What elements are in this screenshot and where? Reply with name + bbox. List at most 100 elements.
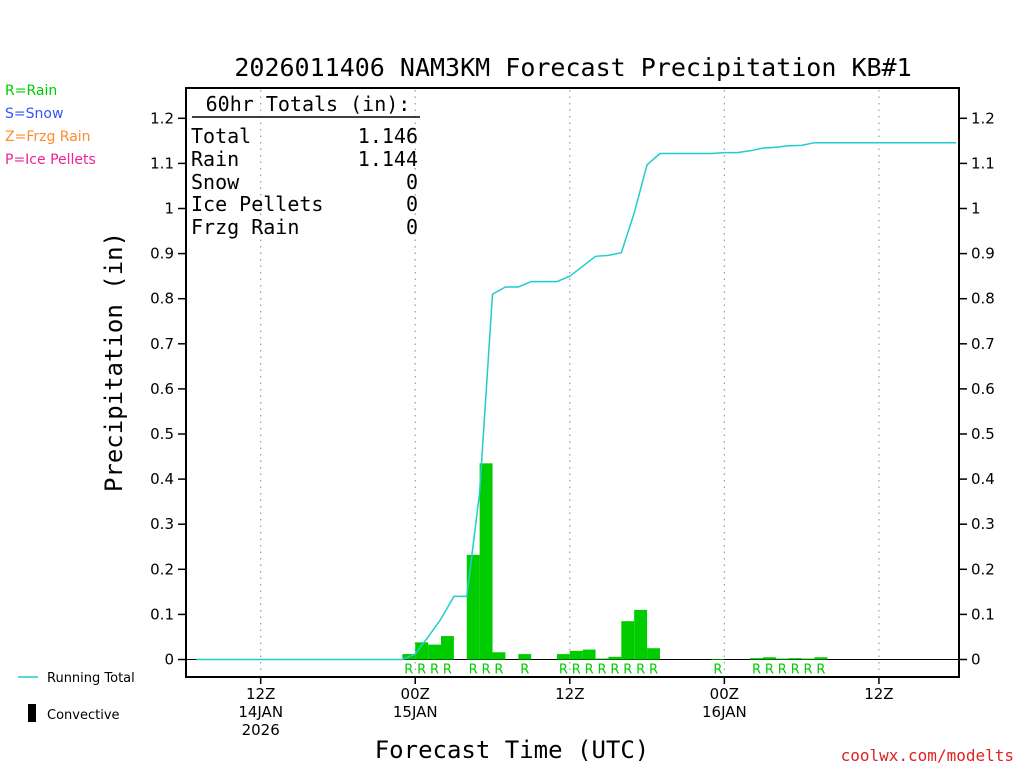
- precip-bar: [582, 649, 596, 660]
- precip-bar: [763, 657, 776, 660]
- x-tick-label: 00Z: [401, 685, 430, 703]
- y-tick-label-left: 0: [164, 651, 174, 669]
- ptype-label: R: [791, 663, 800, 678]
- totals-value-snow: 0: [406, 170, 418, 194]
- y-tick-label-right: 1: [971, 200, 981, 218]
- ptype-label: R: [404, 663, 413, 678]
- y-tick-label-left: 1.1: [150, 154, 174, 172]
- y-tick-label-right: 0.1: [971, 605, 995, 623]
- site-credit: coolwx.com/modelts: [841, 746, 1014, 765]
- totals-label-snow: Snow: [191, 170, 240, 194]
- y-tick-label-right: 0.7: [971, 335, 995, 353]
- precip-bar: [441, 636, 454, 660]
- y-tick-label-left: 0.6: [150, 380, 174, 398]
- y-tick-label-left: 0.7: [150, 335, 174, 353]
- y-tick-label-left: 0.2: [150, 560, 174, 578]
- y-axis-left: 0 0.1 0.2 0.3 0.4 0.5 0.6 0.7 0.8 0.9 1 1.1 1.2: [150, 109, 186, 669]
- bottom-legend: Running Total Convective: [18, 671, 135, 723]
- precip-bar: [634, 609, 648, 660]
- y-axis-title: Precipitation (in): [100, 232, 128, 492]
- x-tick-label: 2026: [242, 721, 280, 739]
- precip-bar: [569, 650, 583, 660]
- x-axis-title: Forecast Time (UTC): [375, 736, 650, 764]
- running-total-legend-label: Running Total: [47, 671, 135, 686]
- y-tick-label-left: 0.9: [150, 245, 174, 263]
- x-tick-label: 14JAN: [238, 703, 283, 721]
- y-tick-label-left: 0.3: [150, 515, 174, 533]
- ptype-label: R: [610, 663, 619, 678]
- precip-bar: [466, 554, 480, 660]
- y-tick-label-right: 0: [971, 651, 981, 669]
- precip-bar: [428, 644, 441, 660]
- x-tick-label: 12Z: [864, 685, 893, 703]
- ptype-label: R: [559, 663, 568, 678]
- totals-header: 60hr Totals (in):: [206, 92, 411, 116]
- precip-bar: [479, 463, 493, 660]
- plot-frame: [185, 87, 960, 678]
- precip-bar: [647, 648, 660, 660]
- y-tick-label-right: 0.6: [971, 380, 995, 398]
- x-tick-label: 12Z: [246, 685, 275, 703]
- precip-bar: [801, 658, 815, 660]
- running-total-line: [196, 141, 957, 661]
- y-tick-label-left: 0.1: [150, 605, 174, 623]
- y-tick-label-left: 1: [164, 200, 174, 218]
- ptype-label: R: [494, 663, 503, 678]
- ptype-label: R: [804, 663, 813, 678]
- precip-bar: [621, 621, 635, 660]
- precip-bar: [415, 642, 429, 660]
- totals-box: 60hr Totals (in): Total 1.146 Rain 1.144…: [191, 92, 420, 239]
- totals-label-rain: Rain: [191, 147, 239, 171]
- precip-bar: [788, 658, 802, 660]
- x-tick-label: 16JAN: [702, 703, 747, 721]
- ptype-label: R: [520, 663, 529, 678]
- y-tick-label-right: 0.5: [971, 425, 995, 443]
- totals-label-total: Total: [191, 124, 251, 148]
- ptype-label: R: [417, 663, 426, 678]
- precip-bar: [814, 657, 828, 660]
- y-tick-label-right: 1.2: [971, 109, 995, 127]
- precip-bar: [711, 659, 725, 660]
- ptype-label: R: [597, 663, 606, 678]
- precip-bar: [518, 654, 532, 660]
- totals-value-total: 1.146: [358, 124, 418, 148]
- ptype-label: R: [469, 663, 478, 678]
- ptype-label: R: [443, 663, 452, 678]
- precip-bar: [750, 658, 763, 660]
- precip-bar: [595, 658, 609, 660]
- legend-snow: S=Snow: [5, 106, 63, 122]
- y-axis-right: 0 0.1 0.2 0.3 0.4 0.5 0.6 0.7 0.8 0.9 1 1.1 1.2: [959, 109, 995, 669]
- type-legend: R=Rain S=Snow Z=Frzg Rain P=Ice Pellets: [5, 83, 96, 168]
- x-tick-label: 15JAN: [393, 703, 438, 721]
- y-tick-label-right: 0.8: [971, 290, 995, 308]
- ptype-label: R: [572, 663, 581, 678]
- precip-bars: [402, 463, 828, 660]
- ptype-label: R: [430, 663, 439, 678]
- y-tick-label-left: 0.8: [150, 290, 174, 308]
- ptype-label: R: [585, 663, 594, 678]
- legend-ice-pellets: P=Ice Pellets: [5, 152, 96, 168]
- x-tick-label: 00Z: [710, 685, 739, 703]
- totals-label-frzg-rain: Frzg Rain: [191, 215, 299, 239]
- precip-bar: [775, 658, 789, 660]
- legend-frzg-rain: Z=Frzg Rain: [5, 129, 91, 145]
- precip-bar: [556, 654, 570, 660]
- totals-value-rain: 1.144: [358, 147, 418, 171]
- y-tick-label-right: 0.9: [971, 245, 995, 263]
- totals-value-ice-pellets: 0: [406, 192, 418, 216]
- precip-bar: [492, 652, 506, 660]
- convective-legend-label: Convective: [47, 708, 120, 723]
- y-tick-label-right: 0.4: [971, 470, 995, 488]
- ptype-label: R: [765, 663, 774, 678]
- ptype-label: R: [713, 663, 722, 678]
- ptype-label: R: [752, 663, 761, 678]
- totals-value-frzg-rain: 0: [406, 215, 418, 239]
- gridlines: [260, 90, 880, 675]
- y-tick-label-right: 0.2: [971, 560, 995, 578]
- chart-title: 2026011406 NAM3KM Forecast Precipitation…: [234, 53, 911, 82]
- ptype-label: R: [482, 663, 491, 678]
- convective-legend-swatch: [28, 704, 36, 722]
